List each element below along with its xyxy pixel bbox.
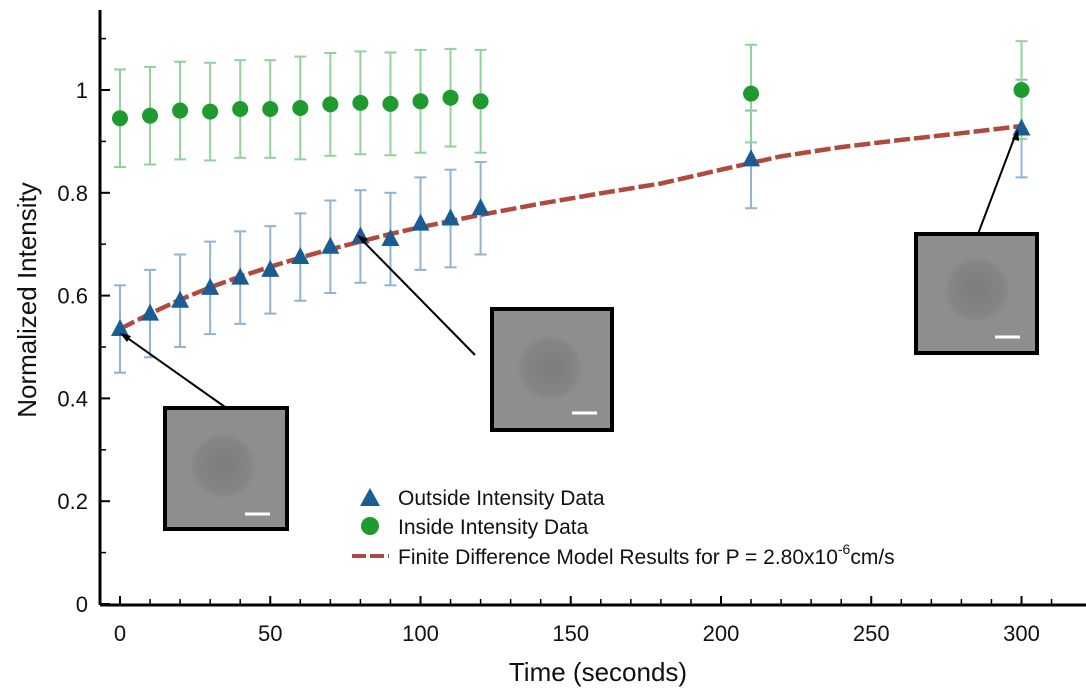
legend-marker-triangle-icon <box>360 488 380 506</box>
x-tick-label: 300 <box>1003 621 1040 646</box>
inset-t0 <box>120 333 289 531</box>
inset-arrow-line <box>125 336 226 408</box>
inside-data-point <box>142 107 159 124</box>
outside-data-point <box>291 247 310 265</box>
y-tick-label: 0.4 <box>57 386 88 411</box>
inside-data-point <box>292 99 309 116</box>
inset-t300 <box>914 129 1039 355</box>
inset-arrow-line <box>977 135 1016 235</box>
inside-data-point <box>1013 82 1030 98</box>
legend: Outside Intensity Data Inside Intensity … <box>352 487 895 569</box>
outside-data-point <box>381 229 400 247</box>
outside-data-point <box>441 208 460 226</box>
inside-data-point <box>262 101 279 118</box>
inside-data-point <box>743 85 760 102</box>
outside-data-point <box>411 213 430 231</box>
x-tick-label: 150 <box>552 621 589 646</box>
inside-data-point <box>412 93 429 110</box>
inset-t80 <box>357 235 614 432</box>
plot-frame <box>98 10 1086 607</box>
y-tick-label: 0.2 <box>57 489 88 514</box>
legend-label-outside: Outside Intensity Data <box>398 487 605 510</box>
y-tick-label: 1 <box>76 78 88 103</box>
outside-data-point <box>321 236 340 254</box>
x-tick-label: 100 <box>402 621 439 646</box>
outside-data-point <box>171 290 190 308</box>
legend-label-model-sup: -6 <box>838 541 851 557</box>
legend-label-model-suffix: cm/s <box>850 546 894 569</box>
arrowhead-icon <box>357 235 368 244</box>
x-tick-label: 200 <box>703 621 740 646</box>
legend-label-model: Finite Difference Model Results for P = … <box>398 541 895 569</box>
model-curve <box>118 123 1022 332</box>
outside-data-point <box>111 319 129 337</box>
data-markers <box>111 82 1031 337</box>
outside-data-point <box>261 259 280 277</box>
inside-data-point <box>382 95 399 112</box>
x-tick-label: 50 <box>258 621 282 646</box>
cell-disc <box>945 258 1009 322</box>
inside-data-point <box>472 93 489 110</box>
y-tick-label: 0 <box>76 592 88 617</box>
y-axis-title: Normalized Intensity <box>12 182 42 418</box>
outside-data-point <box>141 303 160 321</box>
arrowhead-icon <box>120 333 131 342</box>
x-tick-label: 0 <box>114 621 126 646</box>
x-tick-label: 250 <box>853 621 890 646</box>
axis-ticks <box>100 37 1053 605</box>
outside-data-point <box>201 277 220 295</box>
cell-disc <box>191 434 255 498</box>
arrowhead-icon <box>1012 129 1019 141</box>
legend-marker-circle-icon <box>361 517 379 535</box>
outside-data-point <box>471 198 490 216</box>
outside-data-point <box>231 267 250 285</box>
outside-data-point <box>742 149 761 167</box>
inside-data-point <box>352 94 369 111</box>
outside-data-point <box>351 226 370 244</box>
inside-data-point <box>322 96 339 113</box>
error-bars <box>114 40 1028 374</box>
inside-data-point <box>442 89 459 106</box>
inside-data-point <box>202 103 219 120</box>
inside-data-point <box>232 101 249 118</box>
y-tick-labels: 0 0.2 0.4 0.6 0.8 1 <box>57 78 88 617</box>
inside-data-point <box>112 110 128 127</box>
x-axis-title: Time (seconds) <box>509 657 687 687</box>
x-tick-labels: 0 50 100 150 200 250 300 <box>114 621 1040 646</box>
inset-arrow-line <box>361 239 476 356</box>
inside-data-point <box>172 102 189 119</box>
y-tick-label: 0.8 <box>57 181 88 206</box>
legend-label-inside: Inside Intensity Data <box>398 516 589 539</box>
model-curve-path <box>118 123 1022 332</box>
cell-disc <box>518 336 582 400</box>
legend-label-model-prefix: Finite Difference Model Results for P = … <box>398 546 838 569</box>
y-tick-label: 0.6 <box>57 284 88 309</box>
